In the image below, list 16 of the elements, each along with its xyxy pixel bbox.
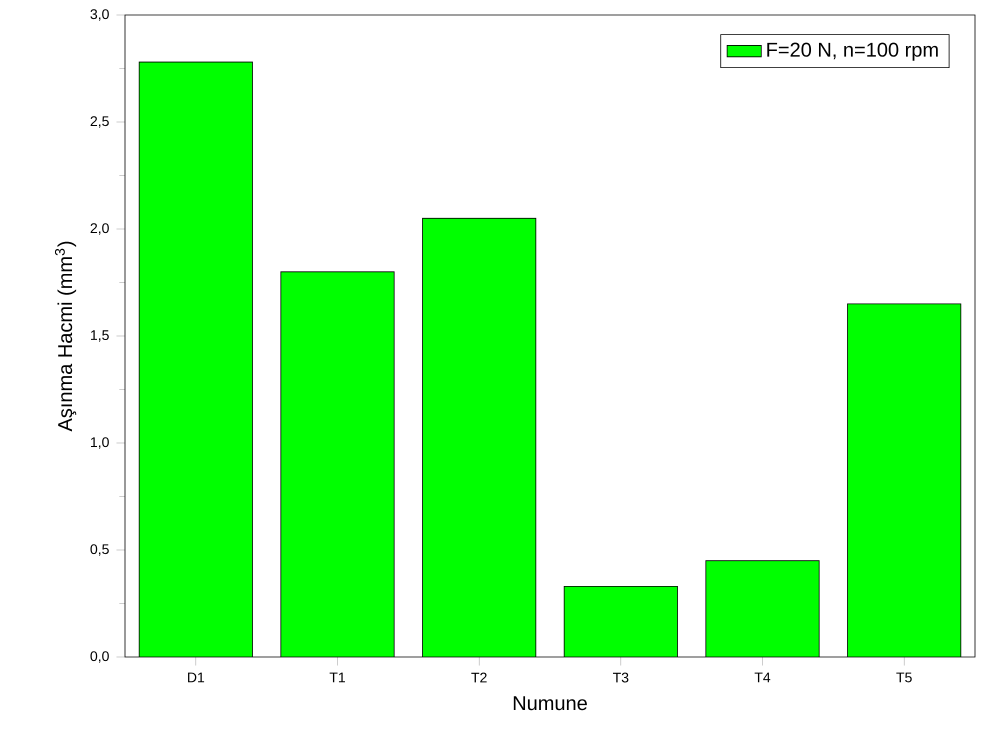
y-axis-title: Aşınma Hacmi (mm$^{3}$) [54,242,76,432]
y-tick-label: 2,5 [90,116,109,128]
x-tick-label: T1 [330,672,345,682]
x-tick-label: T5 [896,672,912,682]
x-tick-label: T3 [612,672,628,683]
x-tick-label: T2 [471,672,487,682]
y-tick-label: 1,5 [91,330,109,342]
y-tick-label: 2,0 [90,223,109,235]
x-tick-label: T4 [754,672,770,682]
legend-label: F=20 N, n=100 rpm [767,42,938,61]
y-tick-label: 0,5 [90,544,109,556]
y-tick-label: 1,0 [91,437,109,449]
x-axis-title: Numune [514,696,587,710]
x-tick-label: D1 [188,672,204,682]
y-tick-label: 3,0 [90,9,109,21]
y-tick-label: 0,0 [90,651,109,663]
